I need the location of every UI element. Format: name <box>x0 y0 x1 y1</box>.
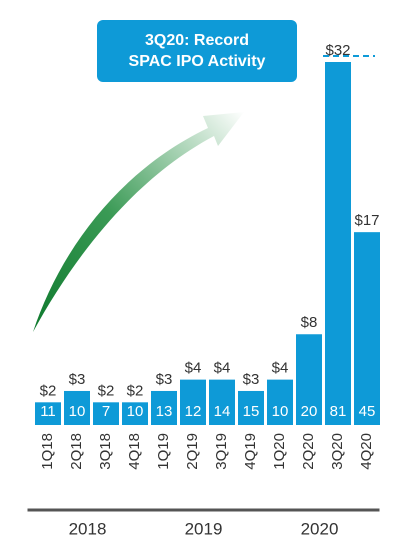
bar <box>122 402 148 425</box>
value-label: $4 <box>214 360 231 377</box>
bar <box>354 232 380 425</box>
bar <box>151 390 177 425</box>
group-label: 2020 <box>301 519 339 538</box>
x-tick-label: 4Q20 <box>358 433 375 470</box>
x-tick-label: 2Q19 <box>184 433 201 470</box>
bar <box>238 390 264 425</box>
value-label: $32 <box>325 42 350 59</box>
value-label: $4 <box>185 360 202 377</box>
x-tick-label: 1Q19 <box>155 433 172 470</box>
count-label: 45 <box>359 403 376 420</box>
bar <box>180 379 206 425</box>
count-label: 14 <box>214 403 231 420</box>
x-tick-label: 1Q18 <box>39 433 56 470</box>
count-label: 20 <box>301 403 318 420</box>
group-label: 2019 <box>185 519 223 538</box>
bar <box>64 390 90 425</box>
count-label: 13 <box>156 403 173 420</box>
annotation-box <box>97 20 297 82</box>
annotation-line: 3Q20: Record <box>145 32 249 49</box>
bar <box>35 402 61 425</box>
count-label: 11 <box>40 403 56 420</box>
count-label: 10 <box>127 403 144 420</box>
x-tick-label: 2Q18 <box>68 433 85 470</box>
group-label: 2018 <box>69 519 107 538</box>
x-tick-label: 3Q20 <box>329 433 346 470</box>
value-label: $2 <box>98 382 115 399</box>
bar <box>93 402 119 425</box>
count-label: 10 <box>69 403 86 420</box>
x-tick-label: 4Q18 <box>126 433 143 470</box>
bar <box>267 379 293 425</box>
x-tick-label: 4Q19 <box>242 433 259 470</box>
count-label: 10 <box>272 403 289 420</box>
bar <box>325 62 351 425</box>
value-label: $3 <box>69 371 86 388</box>
x-tick-label: 1Q20 <box>271 433 288 470</box>
count-label: 15 <box>243 403 260 420</box>
value-label: $4 <box>272 360 289 377</box>
value-label: $3 <box>156 371 173 388</box>
count-label: 12 <box>185 403 202 420</box>
annotation-line: SPAC IPO Activity <box>129 53 266 70</box>
bar <box>209 379 235 425</box>
value-label: $3 <box>243 371 260 388</box>
x-tick-label: 3Q19 <box>213 433 230 470</box>
value-label: $2 <box>127 382 144 399</box>
x-tick-label: 3Q18 <box>97 433 114 470</box>
value-label: $17 <box>354 212 379 229</box>
bar <box>296 334 322 425</box>
count-label: 7 <box>102 403 110 420</box>
x-tick-label: 2Q20 <box>300 433 317 470</box>
value-label: $2 <box>40 382 57 399</box>
growth-arrow <box>33 112 244 332</box>
count-label: 81 <box>330 403 347 420</box>
value-label: $8 <box>301 314 318 331</box>
